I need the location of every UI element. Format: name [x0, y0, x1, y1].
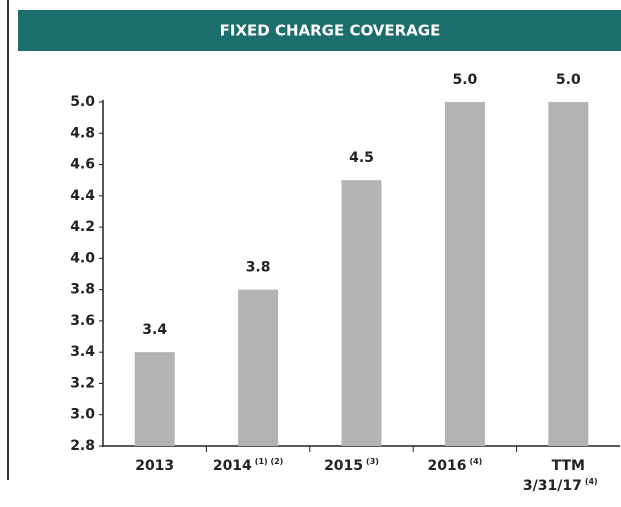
x-tick-label-text: 2013 [135, 458, 174, 474]
y-tick-label: 4.4 [70, 188, 95, 204]
x-tick-label-text: 2015 [324, 458, 363, 474]
x-tick-label: 2013 [135, 458, 174, 474]
y-tick-label: 3.2 [70, 375, 95, 391]
value-label: 5.0 [556, 72, 581, 88]
x-tick-label: 2015 (3) [324, 457, 379, 475]
x-tick-label-line: 3/31/17 [523, 478, 582, 494]
value-label: 3.8 [246, 260, 271, 276]
bar [238, 289, 279, 446]
value-label: 3.4 [142, 322, 167, 338]
x-tick-label-line: TTM [552, 458, 585, 474]
y-tick-label: 4.2 [70, 219, 95, 235]
bar [341, 180, 382, 446]
x-tick-label: 2014 (1) (2) [213, 457, 284, 475]
x-tick-note: (1) (2) [255, 457, 284, 466]
y-tick-label: 5.0 [70, 94, 95, 110]
y-tick-label: 3.8 [70, 282, 95, 298]
y-tick-label: 3.0 [70, 407, 95, 423]
bar [444, 102, 485, 446]
x-tick-label: 2016 (4) [427, 457, 482, 475]
y-tick-label: 3.6 [70, 313, 95, 329]
bar [548, 102, 589, 446]
x-tick-label-text: 2014 [213, 458, 252, 474]
x-tick-label-text: 2016 [427, 458, 466, 474]
y-tick-label: 4.0 [70, 250, 95, 266]
y-tick-label: 4.6 [70, 157, 95, 173]
x-tick-note: (4) [585, 477, 598, 486]
value-label: 4.5 [349, 150, 374, 166]
y-tick-label: 2.8 [70, 438, 95, 454]
x-tick-label: TTM 3/31/17 (4) [523, 458, 598, 494]
chart-title: FIXED CHARGE COVERAGE [220, 22, 441, 40]
y-tick-label: 4.8 [70, 125, 95, 141]
x-tick-note: (4) [469, 457, 482, 466]
x-tick-note: (3) [366, 457, 379, 466]
bar [134, 352, 175, 446]
title-band [18, 10, 621, 51]
y-tick-label: 3.4 [70, 344, 95, 360]
value-label: 5.0 [452, 72, 477, 88]
